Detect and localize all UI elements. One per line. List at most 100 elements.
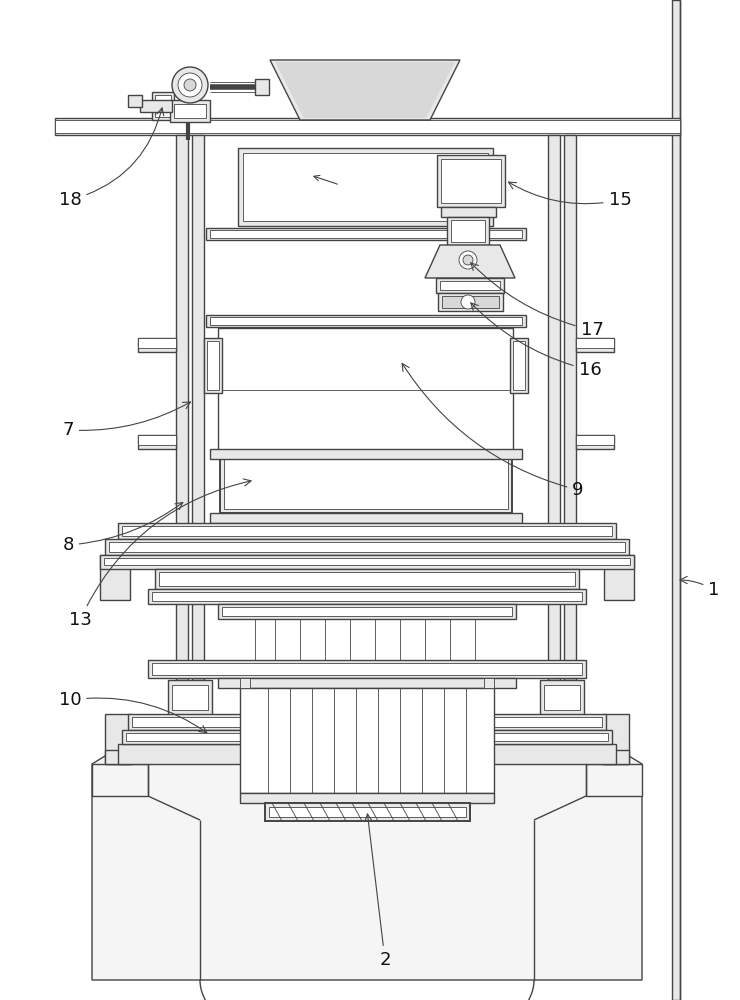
Bar bbox=[576, 435, 614, 445]
Bar bbox=[138, 435, 176, 445]
Circle shape bbox=[184, 79, 196, 91]
Bar bbox=[92, 764, 148, 796]
Bar bbox=[510, 338, 528, 393]
Text: 8: 8 bbox=[62, 502, 183, 554]
Bar bbox=[540, 680, 584, 715]
Bar bbox=[100, 555, 130, 600]
Bar bbox=[436, 278, 504, 293]
Bar bbox=[603, 750, 629, 764]
Bar bbox=[440, 281, 500, 290]
Bar bbox=[105, 750, 131, 764]
Bar bbox=[220, 453, 512, 513]
Bar bbox=[548, 135, 560, 680]
Text: 13: 13 bbox=[69, 479, 251, 629]
Bar bbox=[218, 328, 513, 453]
Bar bbox=[269, 807, 466, 817]
Bar bbox=[255, 79, 269, 95]
Bar bbox=[192, 135, 204, 680]
Bar bbox=[576, 338, 614, 348]
Bar bbox=[155, 569, 579, 589]
Bar bbox=[206, 228, 526, 240]
Bar bbox=[442, 296, 499, 308]
Bar bbox=[603, 714, 629, 764]
Bar bbox=[118, 744, 616, 764]
Polygon shape bbox=[425, 245, 515, 278]
Bar bbox=[586, 764, 642, 796]
Polygon shape bbox=[92, 722, 642, 980]
Bar bbox=[55, 120, 680, 133]
Bar bbox=[138, 338, 176, 348]
Text: 2: 2 bbox=[365, 814, 391, 969]
Bar bbox=[218, 678, 516, 688]
Bar bbox=[159, 572, 575, 586]
Bar bbox=[513, 341, 525, 390]
Bar bbox=[176, 135, 188, 680]
Bar bbox=[207, 341, 219, 390]
Bar bbox=[672, 0, 680, 1000]
Bar bbox=[55, 118, 680, 135]
Bar bbox=[128, 95, 142, 107]
Bar bbox=[155, 95, 171, 117]
Bar bbox=[210, 449, 522, 459]
Bar bbox=[210, 513, 522, 523]
Bar bbox=[100, 555, 634, 569]
Bar bbox=[152, 663, 582, 675]
Text: 16: 16 bbox=[471, 303, 602, 379]
Bar bbox=[447, 217, 489, 245]
Bar bbox=[441, 159, 501, 203]
Bar bbox=[564, 135, 576, 680]
Text: 7: 7 bbox=[62, 402, 190, 439]
Bar bbox=[210, 317, 522, 325]
Text: 15: 15 bbox=[508, 182, 631, 209]
Bar bbox=[218, 604, 516, 619]
Bar bbox=[438, 293, 503, 311]
Bar bbox=[138, 338, 176, 352]
Bar bbox=[576, 338, 614, 352]
Bar bbox=[265, 803, 470, 821]
Bar bbox=[576, 435, 614, 449]
Text: 10: 10 bbox=[58, 691, 206, 733]
Text: 1: 1 bbox=[680, 576, 720, 599]
Text: 18: 18 bbox=[58, 108, 164, 209]
Bar bbox=[484, 678, 494, 688]
Circle shape bbox=[461, 295, 475, 309]
Circle shape bbox=[463, 255, 473, 265]
Bar bbox=[222, 607, 512, 616]
Bar bbox=[148, 589, 586, 604]
Text: 9: 9 bbox=[402, 363, 584, 499]
Bar bbox=[172, 685, 208, 710]
Bar bbox=[122, 526, 612, 536]
Bar bbox=[437, 155, 505, 207]
Bar bbox=[152, 592, 582, 601]
Bar bbox=[240, 793, 494, 803]
Bar bbox=[224, 457, 508, 509]
Bar bbox=[243, 153, 488, 221]
Bar bbox=[140, 100, 172, 112]
Bar bbox=[126, 733, 608, 741]
Bar bbox=[604, 555, 634, 600]
Bar bbox=[210, 230, 522, 238]
Bar bbox=[104, 558, 630, 565]
Bar bbox=[441, 207, 496, 217]
Circle shape bbox=[178, 73, 202, 97]
Bar bbox=[122, 730, 612, 744]
Polygon shape bbox=[275, 62, 455, 118]
Bar bbox=[118, 523, 616, 539]
Bar bbox=[238, 148, 493, 226]
Bar bbox=[168, 680, 212, 715]
Text: 17: 17 bbox=[471, 263, 603, 339]
Bar bbox=[148, 660, 586, 678]
Bar bbox=[105, 539, 629, 555]
Circle shape bbox=[172, 67, 208, 103]
Bar bbox=[152, 92, 174, 120]
Bar bbox=[240, 678, 250, 688]
Bar bbox=[109, 542, 625, 552]
Bar bbox=[170, 100, 210, 122]
Bar bbox=[132, 717, 602, 727]
Circle shape bbox=[459, 251, 477, 269]
Bar bbox=[105, 714, 131, 764]
Bar bbox=[174, 104, 206, 118]
Bar bbox=[544, 685, 580, 710]
Bar bbox=[206, 315, 526, 327]
Bar bbox=[128, 714, 606, 730]
